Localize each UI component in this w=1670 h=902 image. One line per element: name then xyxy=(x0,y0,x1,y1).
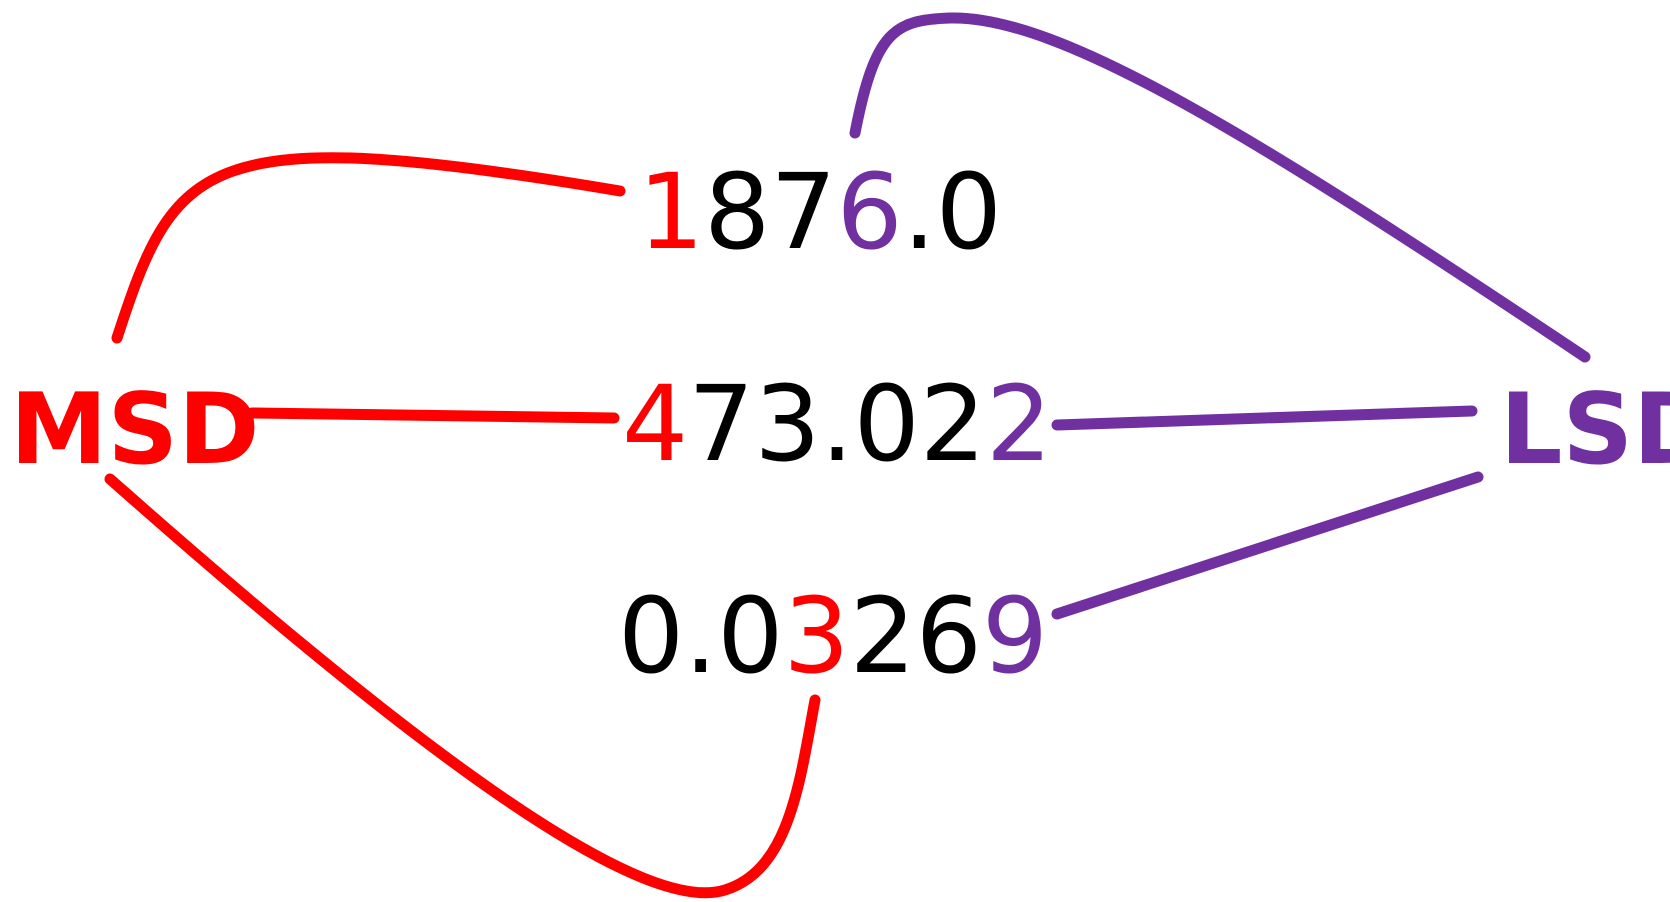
number-473: 473.022 xyxy=(622,363,1052,485)
connector-lsd-to-1876 xyxy=(849,12,1591,363)
digit: 7 xyxy=(770,151,836,273)
digit: 0 xyxy=(717,575,783,697)
digit: 0 xyxy=(936,151,1002,273)
digit: 0 xyxy=(854,363,920,485)
lsd-digit: 6 xyxy=(837,151,903,273)
digit: 2 xyxy=(920,363,986,485)
msd-digit: 3 xyxy=(783,575,849,697)
connector-msd-to-1876 xyxy=(111,152,626,344)
msd-label: MSD xyxy=(10,373,259,487)
digit: 3 xyxy=(754,363,820,485)
digit: 2 xyxy=(850,575,916,697)
digit: 0 xyxy=(618,575,684,697)
connector-msd-to-003269 xyxy=(104,473,821,899)
lsd-digit: 2 xyxy=(986,363,1052,485)
decimal-point: . xyxy=(821,363,854,485)
connector-lsd-to-473 xyxy=(1051,405,1478,431)
lsd-digit: 9 xyxy=(982,575,1048,697)
lsd-label: LSD xyxy=(1500,373,1670,487)
connector-msd-to-473 xyxy=(246,407,620,424)
decimal-point: . xyxy=(684,575,717,697)
digit: 7 xyxy=(688,363,754,485)
number-003269: 0.03269 xyxy=(618,575,1048,697)
msd-digit: 4 xyxy=(622,363,688,485)
digit: 6 xyxy=(916,575,982,697)
msd-digit: 1 xyxy=(638,151,704,273)
decimal-point: . xyxy=(903,151,936,273)
number-1876: 1876.0 xyxy=(638,151,1002,273)
connector-group xyxy=(104,12,1591,899)
digit: 8 xyxy=(704,151,770,273)
connector-lsd-to-003269 xyxy=(1051,471,1484,620)
